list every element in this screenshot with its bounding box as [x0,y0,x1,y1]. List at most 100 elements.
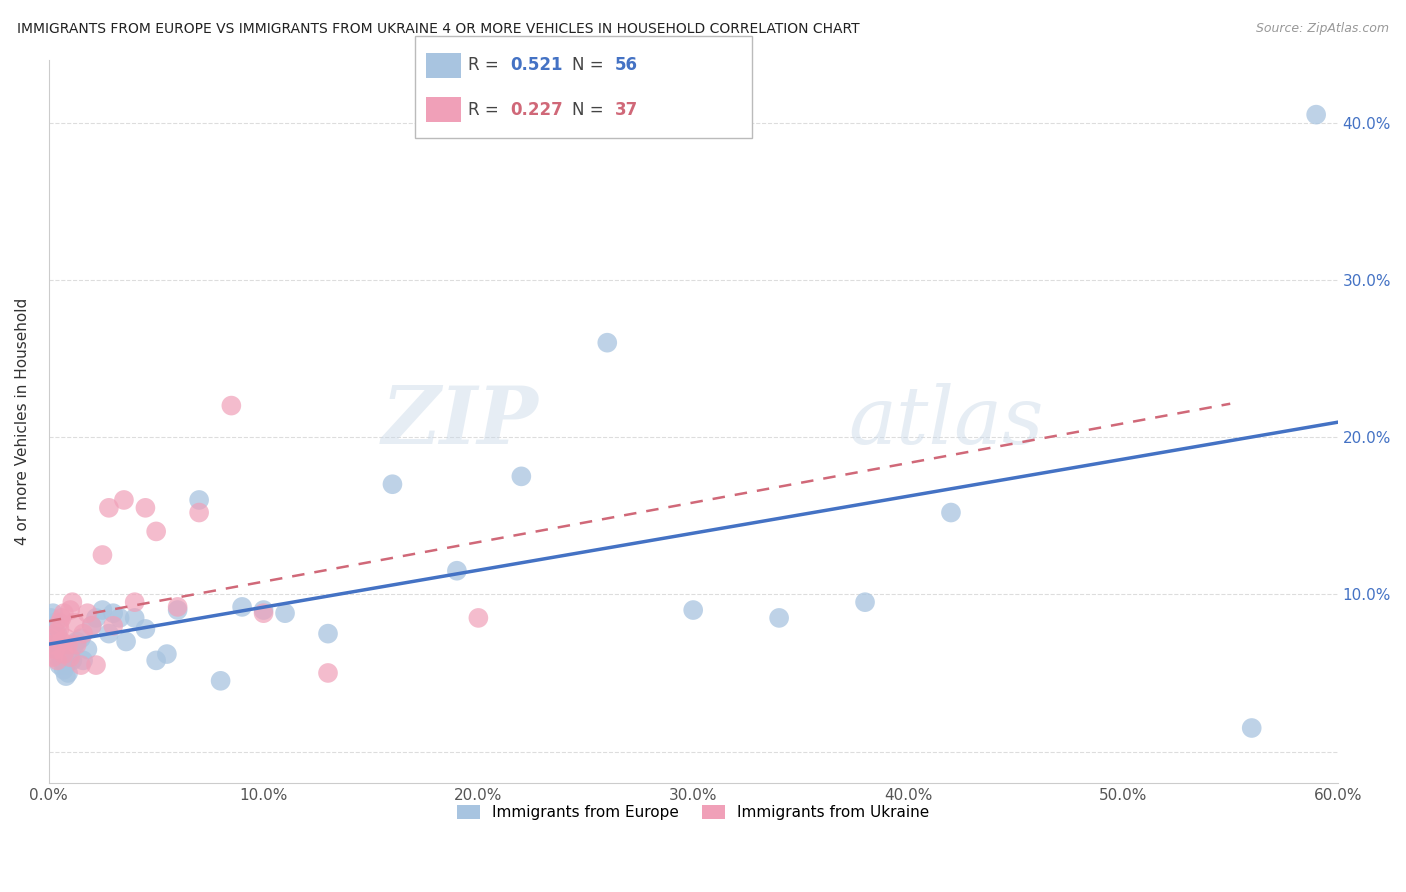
Immigrants from Europe [56,665,79,680]
Immigrants from Europe [39,626,62,640]
Immigrants from Europe [596,335,619,350]
Immigrants from Ukraine [56,638,79,652]
Immigrants from Europe [72,653,94,667]
Immigrants from Europe [274,606,297,620]
Immigrants from Ukraine [44,642,66,657]
Immigrants from Ukraine [42,650,65,665]
Immigrants from Europe [97,626,120,640]
Immigrants from Ukraine [316,665,339,680]
Immigrants from Ukraine [44,626,66,640]
Immigrants from Europe [231,599,253,614]
Immigrants from Europe [381,477,404,491]
Text: R =: R = [468,56,505,74]
Immigrants from Europe [1240,721,1263,735]
Immigrants from Europe [44,634,66,648]
Immigrants from Ukraine [60,595,83,609]
Immigrants from Ukraine [467,611,489,625]
Immigrants from Europe [70,632,93,646]
Immigrants from Ukraine [48,622,70,636]
Immigrants from Ukraine [221,399,243,413]
Immigrants from Europe [48,647,70,661]
Text: 37: 37 [614,101,638,119]
Immigrants from Ukraine [52,647,75,661]
Immigrants from Ukraine [72,626,94,640]
Immigrants from Europe [42,606,65,620]
Immigrants from Europe [46,638,69,652]
Immigrants from Europe [134,622,156,636]
Immigrants from Europe [1305,108,1327,122]
Immigrants from Europe [91,603,114,617]
Legend: Immigrants from Europe, Immigrants from Ukraine: Immigrants from Europe, Immigrants from … [451,798,935,826]
Immigrants from Europe [103,606,125,620]
Immigrants from Europe [44,615,66,630]
Immigrants from Europe [48,658,70,673]
Immigrants from Europe [39,619,62,633]
Immigrants from Europe [145,653,167,667]
Immigrants from Europe [46,650,69,665]
Text: atlas: atlas [848,383,1043,460]
Immigrants from Europe [156,647,179,661]
Immigrants from Europe [84,611,107,625]
Immigrants from Ukraine [51,611,73,625]
Immigrants from Europe [46,626,69,640]
Immigrants from Europe [115,634,138,648]
Immigrants from Europe [59,647,82,661]
Immigrants from Europe [510,469,533,483]
Immigrants from Europe [60,653,83,667]
Text: N =: N = [572,56,609,74]
Immigrants from Ukraine [145,524,167,539]
Immigrants from Ukraine [97,500,120,515]
Immigrants from Ukraine [80,619,103,633]
Immigrants from Europe [76,642,98,657]
Immigrants from Europe [316,626,339,640]
Immigrants from Ukraine [42,638,65,652]
Immigrants from Europe [252,603,274,617]
Immigrants from Ukraine [84,658,107,673]
Immigrants from Europe [51,653,73,667]
Immigrants from Ukraine [51,634,73,648]
Text: IMMIGRANTS FROM EUROPE VS IMMIGRANTS FROM UKRAINE 4 OR MORE VEHICLES IN HOUSEHOL: IMMIGRANTS FROM EUROPE VS IMMIGRANTS FRO… [17,22,859,37]
Text: 56: 56 [614,56,637,74]
Text: ZIP: ZIP [381,383,538,460]
Immigrants from Ukraine [91,548,114,562]
Immigrants from Ukraine [52,606,75,620]
Immigrants from Ukraine [112,492,135,507]
Text: 0.227: 0.227 [510,101,564,119]
Immigrants from Ukraine [59,650,82,665]
Text: N =: N = [572,101,609,119]
Immigrants from Ukraine [76,606,98,620]
Immigrants from Europe [108,611,131,625]
Immigrants from Europe [44,642,66,657]
Immigrants from Ukraine [124,595,146,609]
Immigrants from Ukraine [48,615,70,630]
Immigrants from Ukraine [103,619,125,633]
Text: R =: R = [468,101,505,119]
Immigrants from Europe [51,642,73,657]
Immigrants from Europe [39,611,62,625]
Y-axis label: 4 or more Vehicles in Household: 4 or more Vehicles in Household [15,298,30,545]
Immigrants from Ukraine [63,615,86,630]
Immigrants from Ukraine [134,500,156,515]
Immigrants from Ukraine [59,603,82,617]
Immigrants from Europe [853,595,876,609]
Immigrants from Europe [63,638,86,652]
Immigrants from Ukraine [39,632,62,646]
Immigrants from Europe [768,611,790,625]
Immigrants from Europe [124,611,146,625]
Immigrants from Ukraine [70,658,93,673]
Immigrants from Europe [66,634,89,648]
Immigrants from Europe [166,603,188,617]
Immigrants from Ukraine [166,599,188,614]
Immigrants from Europe [52,663,75,677]
Immigrants from Ukraine [252,606,274,620]
Immigrants from Ukraine [66,638,89,652]
Immigrants from Europe [682,603,704,617]
Immigrants from Europe [52,650,75,665]
Immigrants from Europe [55,669,77,683]
Text: Source: ZipAtlas.com: Source: ZipAtlas.com [1256,22,1389,36]
Immigrants from Europe [42,622,65,636]
Immigrants from Ukraine [188,506,211,520]
Immigrants from Ukraine [46,653,69,667]
Immigrants from Europe [55,658,77,673]
Immigrants from Europe [209,673,232,688]
